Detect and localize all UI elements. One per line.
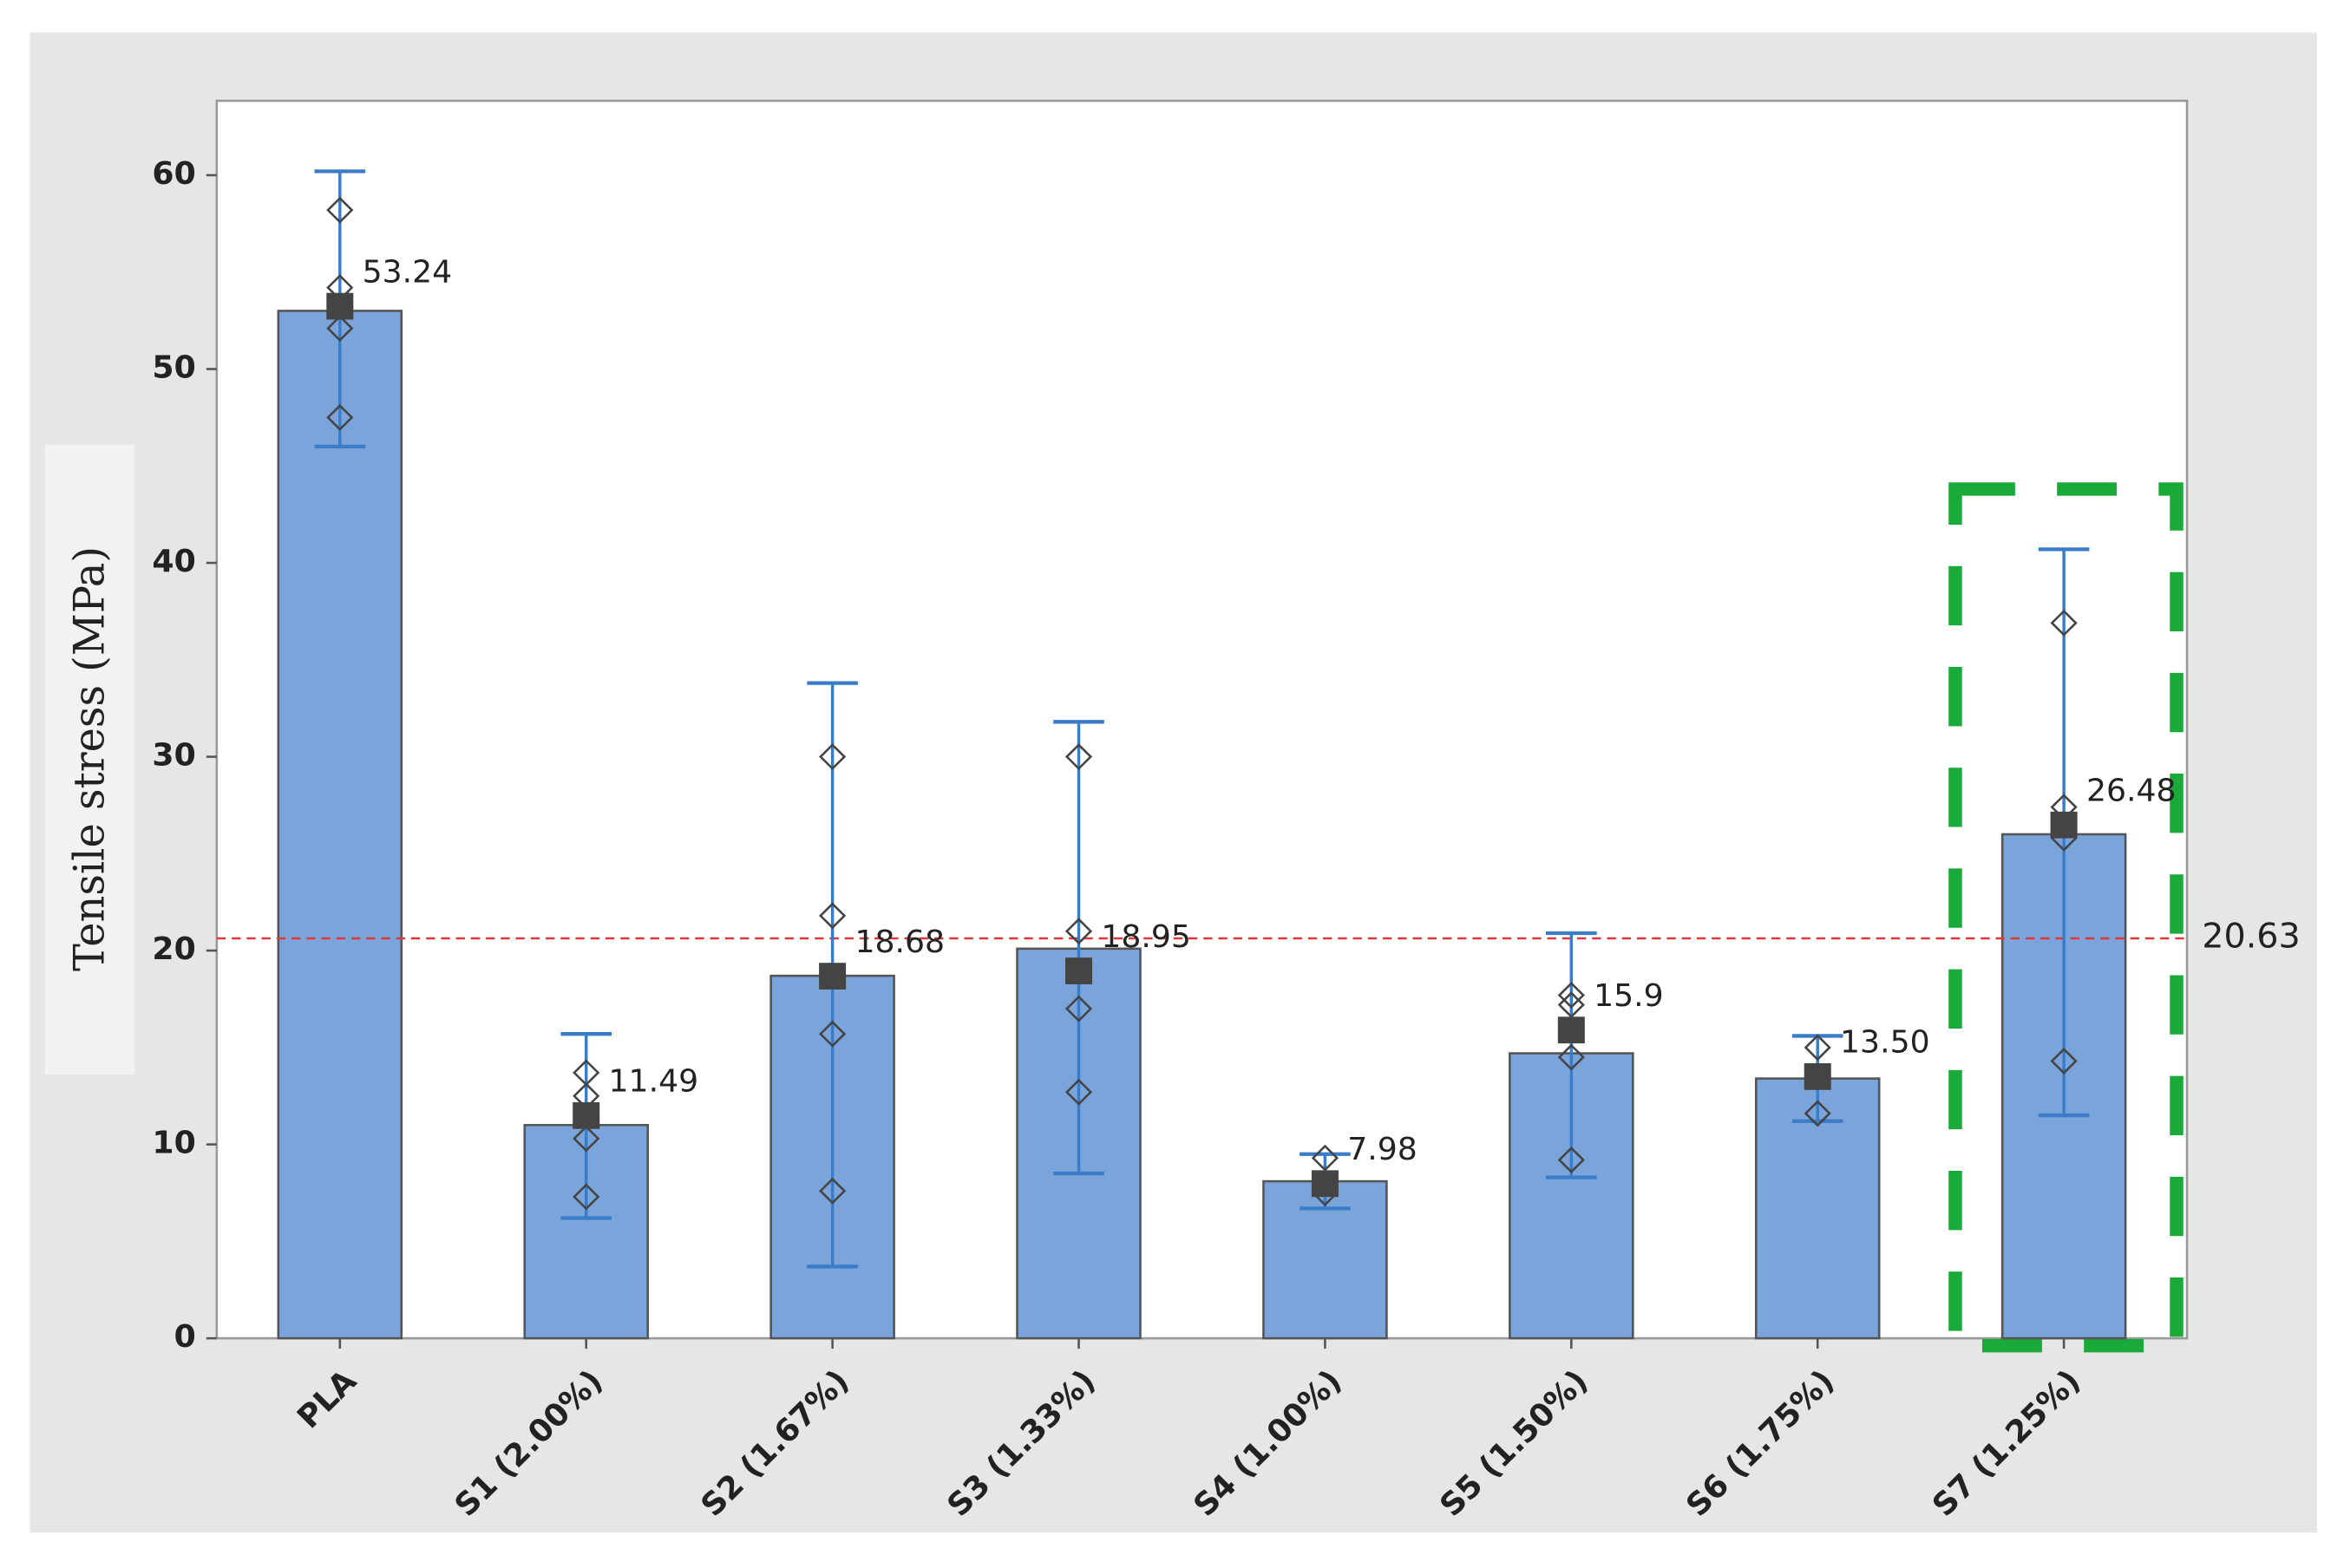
reference-label: 20.63 xyxy=(2202,917,2300,957)
data-point xyxy=(1557,1146,1585,1173)
data-point xyxy=(2050,609,2078,637)
data-point xyxy=(1804,1034,1831,1062)
value-label: 18.95 xyxy=(1101,919,1191,955)
y-tick-label: 60 xyxy=(152,156,195,192)
data-point xyxy=(1064,1078,1093,1106)
y-tick-label: 10 xyxy=(152,1126,195,1161)
mean-marker xyxy=(1065,957,1093,984)
data-point xyxy=(1064,743,1093,771)
mean-marker xyxy=(819,963,847,990)
mean-marker xyxy=(326,292,354,320)
y-tick-label: 40 xyxy=(152,544,195,579)
mean-marker xyxy=(1311,1170,1339,1198)
y-tick-label: 50 xyxy=(152,350,195,386)
y-tick-label: 0 xyxy=(174,1319,196,1355)
mean-marker xyxy=(1557,1016,1585,1044)
y-axis-label: Tensile stress (MPa) xyxy=(65,546,114,971)
y-label-box xyxy=(44,444,135,1075)
y-tick-label: 30 xyxy=(152,738,195,774)
data-point xyxy=(819,1177,847,1205)
data-point xyxy=(326,403,354,431)
data-point xyxy=(2050,1048,2078,1075)
data-point xyxy=(573,1183,600,1211)
data-point xyxy=(819,902,847,930)
data-point xyxy=(1557,1043,1585,1071)
data-point xyxy=(1557,991,1585,1019)
bar xyxy=(277,310,403,1340)
y-tick-label: 20 xyxy=(152,931,195,967)
data-point xyxy=(1804,1100,1831,1127)
data-point xyxy=(573,1125,600,1153)
data-point xyxy=(819,743,847,771)
mean-marker xyxy=(2050,811,2078,839)
data-point xyxy=(1311,1144,1339,1172)
plot-area xyxy=(215,99,2189,1340)
value-label: 26.48 xyxy=(2086,774,2177,809)
mean-marker xyxy=(573,1101,600,1129)
value-label: 18.68 xyxy=(854,924,945,960)
highlight-box xyxy=(1948,482,2184,1353)
value-label: 11.49 xyxy=(609,1064,699,1100)
data-point xyxy=(326,315,354,343)
data-point xyxy=(1557,982,1585,1009)
value-label: 13.50 xyxy=(1840,1025,1930,1061)
data-point xyxy=(819,1020,847,1048)
value-label: 53.24 xyxy=(363,255,453,291)
data-point xyxy=(1064,995,1093,1022)
value-label: 15.9 xyxy=(1594,978,1664,1014)
data-point xyxy=(1064,918,1093,945)
mean-marker xyxy=(1804,1062,1831,1090)
value-label: 7.98 xyxy=(1347,1132,1418,1167)
data-point xyxy=(326,196,354,224)
